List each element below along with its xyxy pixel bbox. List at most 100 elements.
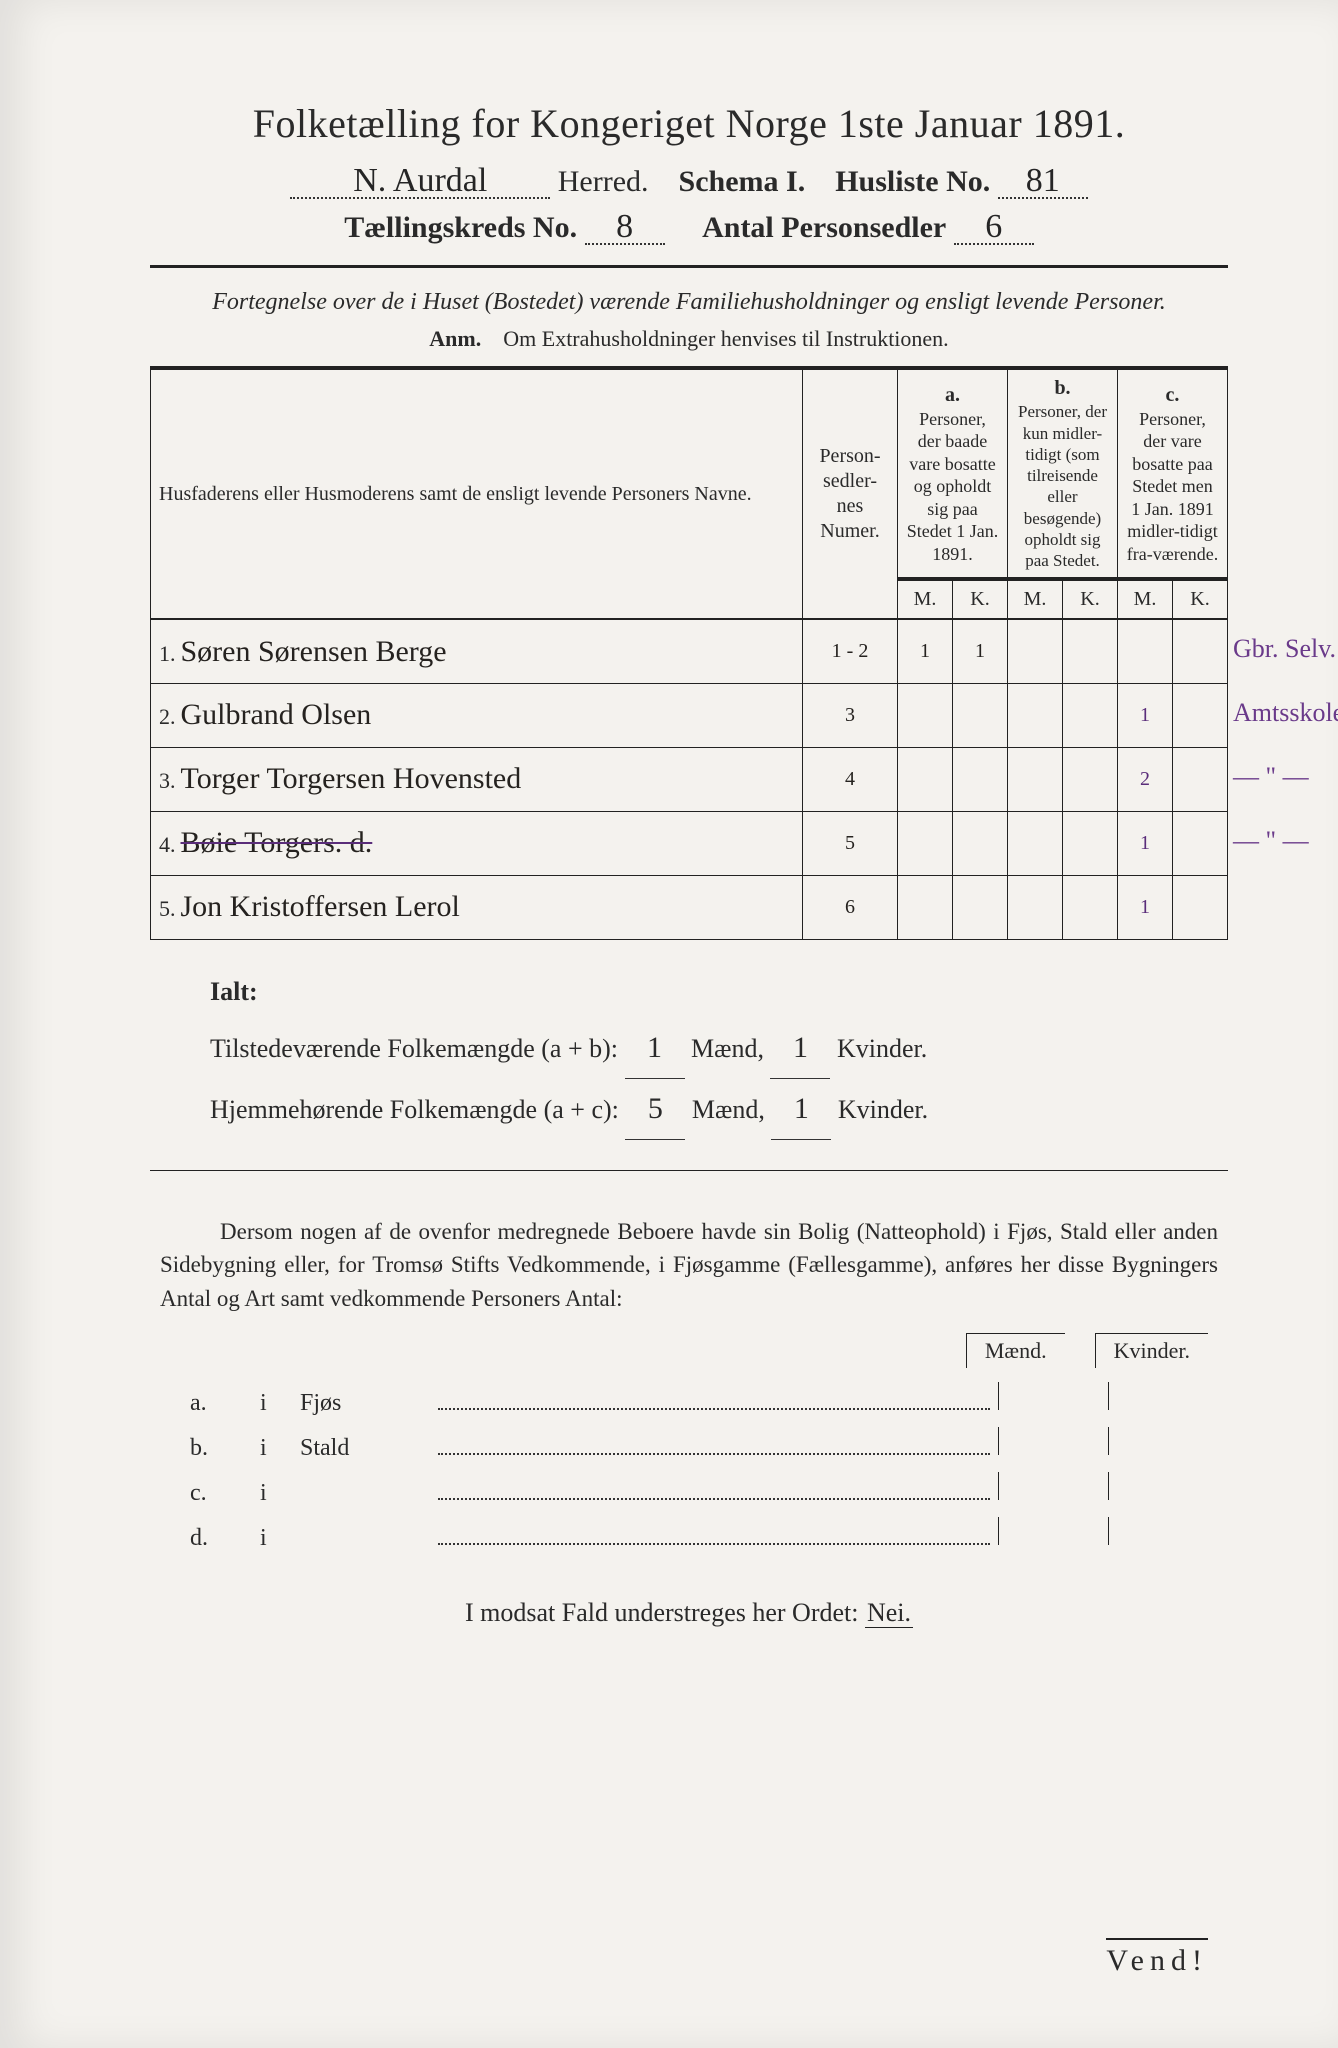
- col-c-letter: c.: [1126, 383, 1219, 408]
- margin-note: Gbr. Selv.: [1233, 634, 1336, 664]
- building-i: i: [260, 1390, 300, 1417]
- building-row: b. i Stald: [190, 1427, 1228, 1462]
- col-b-letter: b.: [1016, 376, 1109, 401]
- dots: [438, 1483, 990, 1500]
- building-k-cell: [1108, 1517, 1228, 1545]
- antal-value: 6: [954, 212, 1034, 245]
- building-m-cell: [998, 1472, 1108, 1500]
- kreds-label: Tællingskreds No.: [344, 211, 577, 244]
- col-b-k: K.: [1063, 579, 1118, 619]
- fortegnelse-text: Fortegnelse over de i Huset (Bostedet) v…: [180, 286, 1198, 318]
- header-line-3: Tællingskreds No. 8 Antal Personsedler 6: [150, 211, 1228, 245]
- antal-label: Antal Personsedler: [702, 211, 946, 244]
- cell-a-m: [898, 683, 953, 747]
- col-c-k: K.: [1173, 579, 1228, 619]
- cell-name: 3. Torger Torgersen Hovensted: [151, 747, 803, 811]
- cell-b-m: [1008, 619, 1063, 683]
- cell-a-k: [953, 875, 1008, 939]
- cell-a-k: 1: [953, 619, 1008, 683]
- building-label: d.: [190, 1525, 260, 1552]
- margin-note: — " —: [1233, 762, 1309, 792]
- cell-b-m: [1008, 747, 1063, 811]
- col-a-k: K.: [953, 579, 1008, 619]
- nei-pre: I modsat Fald understreges her Ordet:: [465, 1598, 865, 1627]
- kvinder-2: Kvinder.: [838, 1095, 928, 1124]
- anm-line: Anm. Om Extrahusholdninger henvises til …: [150, 326, 1228, 352]
- table-row: 3. Torger Torgersen Hovensted 4 2 — " —: [151, 747, 1228, 811]
- cell-c-k: [1173, 875, 1228, 939]
- cell-num: 3: [803, 683, 898, 747]
- schema-label: Schema I.: [679, 165, 806, 198]
- vend-label: Vend!: [1106, 1938, 1208, 1978]
- line1-label: Tilstedeværende Folkemængde (a + b):: [210, 1034, 618, 1063]
- cell-b-k: [1063, 683, 1118, 747]
- cell-c-m: 1: [1118, 875, 1173, 939]
- cell-a-m: 1: [898, 619, 953, 683]
- col-a-m: M.: [898, 579, 953, 619]
- cell-name: 2. Gulbrand Olsen: [151, 683, 803, 747]
- building-i: i: [260, 1525, 300, 1552]
- cell-c-k: — " —: [1173, 811, 1228, 875]
- herred-value: N. Aurdal: [290, 166, 550, 199]
- line2-m: 5: [625, 1079, 685, 1140]
- husliste-label: Husliste No.: [835, 165, 990, 198]
- dersom-paragraph: Dersom nogen af de ovenfor medregnede Be…: [160, 1215, 1218, 1315]
- header-line-2: N. Aurdal Herred. Schema I. Husliste No.…: [150, 165, 1228, 199]
- totals-line-2: Hjemmehørende Folkemængde (a + c): 5 Mæn…: [210, 1079, 1228, 1140]
- building-row: a. i Fjøs: [190, 1382, 1228, 1417]
- cell-name: 1. Søren Sørensen Berge: [151, 619, 803, 683]
- building-k-cell: [1108, 1382, 1228, 1410]
- maend-1: Mænd,: [691, 1034, 764, 1063]
- building-name: Fjøs: [300, 1390, 430, 1417]
- cell-num: 1 - 2: [803, 619, 898, 683]
- col-a-letter: a.: [906, 383, 999, 408]
- cell-name: 4. Bøie Torgers. d.: [151, 811, 803, 875]
- col-c-m: M.: [1118, 579, 1173, 619]
- col-c-desc: Personer, der vare bosatte paa Stedet me…: [1126, 408, 1219, 566]
- cell-b-k: [1063, 747, 1118, 811]
- totals-line-1: Tilstedeværende Folkemængde (a + b): 1 M…: [210, 1018, 1228, 1079]
- ialt-label: Ialt:: [210, 966, 1228, 1018]
- dersom-text: Dersom nogen af de ovenfor medregnede Be…: [160, 1219, 1218, 1311]
- col-b-head: b. Personer, der kun midler-tidigt (som …: [1008, 368, 1118, 579]
- kvinder-1: Kvinder.: [837, 1034, 927, 1063]
- cell-name: 5. Jon Kristoffersen Lerol: [151, 875, 803, 939]
- col-b-m: M.: [1008, 579, 1063, 619]
- dots: [438, 1393, 990, 1410]
- cell-num: 6: [803, 875, 898, 939]
- census-table: Husfaderens eller Husmoderens samt de en…: [150, 366, 1228, 940]
- building-k-cell: [1108, 1427, 1228, 1455]
- building-m-cell: [998, 1382, 1108, 1410]
- totals-block: Ialt: Tilstedeværende Folkemængde (a + b…: [210, 966, 1228, 1140]
- cell-b-m: [1008, 875, 1063, 939]
- line2-k: 1: [771, 1079, 831, 1140]
- table-row: 2. Gulbrand Olsen 3 1 Amtsskoleelev: [151, 683, 1228, 747]
- building-row: d. i: [190, 1517, 1228, 1552]
- col-c-head: c. Personer, der vare bosatte paa Stedet…: [1118, 368, 1228, 579]
- dots: [438, 1528, 990, 1545]
- anm-label: Anm.: [429, 326, 481, 351]
- maend-2: Mænd,: [692, 1095, 765, 1124]
- building-mk-heads: Mænd. Kvinder.: [150, 1333, 1208, 1368]
- page-title: Folketælling for Kongeriget Norge 1ste J…: [150, 100, 1228, 147]
- col-a-desc: Personer, der baade vare bosatte og opho…: [906, 408, 999, 566]
- cell-b-k: [1063, 875, 1118, 939]
- building-name: Stald: [300, 1435, 430, 1462]
- col-b-desc: Personer, der kun midler-tidigt (som til…: [1016, 401, 1109, 571]
- building-label: c.: [190, 1480, 260, 1507]
- building-label: a.: [190, 1390, 260, 1417]
- line2-label: Hjemmehørende Folkemængde (a + c):: [210, 1095, 619, 1124]
- cell-c-k: Gbr. Selv.: [1173, 619, 1228, 683]
- cell-c-k: Amtsskoleelev: [1173, 683, 1228, 747]
- building-i: i: [260, 1480, 300, 1507]
- building-k-cell: [1108, 1472, 1228, 1500]
- cell-a-m: [898, 747, 953, 811]
- cell-a-m: [898, 875, 953, 939]
- col-names-head: Husfaderens eller Husmoderens samt de en…: [151, 368, 803, 619]
- cell-b-k: [1063, 619, 1118, 683]
- cell-c-m: 2: [1118, 747, 1173, 811]
- herred-label: Herred.: [558, 165, 649, 198]
- cell-c-m: 1: [1118, 811, 1173, 875]
- cell-b-m: [1008, 811, 1063, 875]
- kreds-value: 8: [585, 212, 665, 245]
